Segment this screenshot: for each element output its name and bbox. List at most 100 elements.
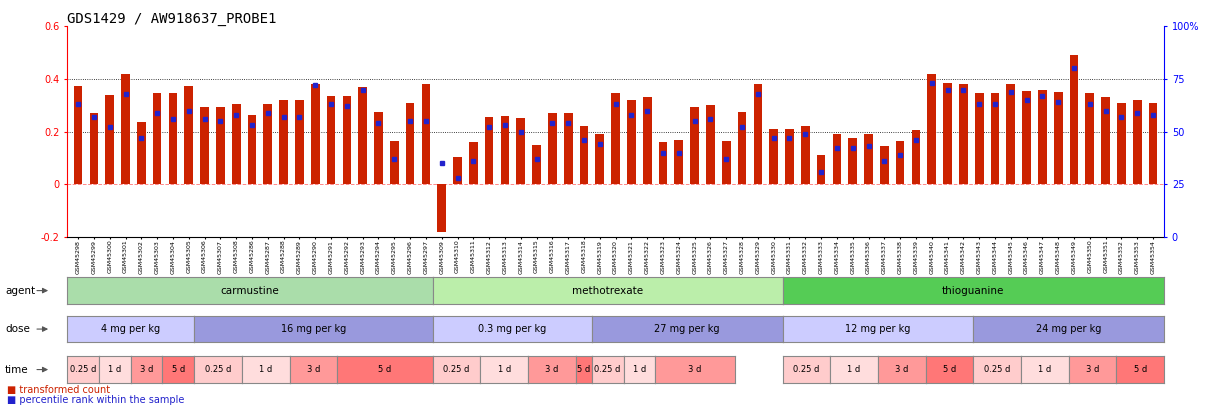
Text: 0.3 mg per kg: 0.3 mg per kg xyxy=(478,324,546,334)
Bar xyxy=(564,113,573,184)
Text: 3 d: 3 d xyxy=(140,365,154,374)
Bar xyxy=(801,126,809,184)
Bar xyxy=(390,141,399,184)
Text: 3 d: 3 d xyxy=(1086,365,1100,374)
Bar xyxy=(469,142,478,184)
Text: 27 mg per kg: 27 mg per kg xyxy=(655,324,720,334)
Bar xyxy=(1070,55,1079,184)
Text: 3 d: 3 d xyxy=(307,365,321,374)
Bar xyxy=(327,96,335,184)
Bar xyxy=(817,155,825,184)
Bar xyxy=(880,146,889,184)
Bar xyxy=(232,104,240,184)
Bar xyxy=(658,142,667,184)
Bar xyxy=(152,94,161,184)
Bar xyxy=(595,134,605,184)
Bar xyxy=(549,113,557,184)
Bar xyxy=(912,130,920,184)
Bar xyxy=(438,184,446,232)
Bar xyxy=(216,107,224,184)
Bar xyxy=(279,100,288,184)
Bar xyxy=(1039,90,1047,184)
Text: 16 mg per kg: 16 mg per kg xyxy=(280,324,346,334)
Bar xyxy=(785,129,794,184)
Text: 3 d: 3 d xyxy=(689,365,702,374)
Bar xyxy=(1117,103,1126,184)
Bar xyxy=(975,94,984,184)
Bar xyxy=(311,84,319,184)
Bar xyxy=(374,112,383,184)
Text: 3 d: 3 d xyxy=(895,365,908,374)
Bar xyxy=(137,122,146,184)
Bar xyxy=(848,138,857,184)
Text: 5 d: 5 d xyxy=(577,365,590,374)
Text: methotrexate: methotrexate xyxy=(572,286,644,296)
Bar xyxy=(533,145,541,184)
Bar xyxy=(737,112,746,184)
Bar xyxy=(722,141,730,184)
Text: 0.25 d: 0.25 d xyxy=(444,365,469,374)
Text: 5 d: 5 d xyxy=(942,365,956,374)
Text: 5 d: 5 d xyxy=(378,365,391,374)
Bar xyxy=(611,94,620,184)
Bar xyxy=(833,134,841,184)
Text: 5 d: 5 d xyxy=(1134,365,1147,374)
Bar xyxy=(690,107,698,184)
Text: 0.25 d: 0.25 d xyxy=(984,365,1011,374)
Text: 4 mg per kg: 4 mg per kg xyxy=(101,324,160,334)
Bar xyxy=(343,96,351,184)
Bar xyxy=(896,141,904,184)
Text: 0.25 d: 0.25 d xyxy=(69,365,96,374)
Text: 0.25 d: 0.25 d xyxy=(205,365,232,374)
Bar xyxy=(864,134,873,184)
Bar xyxy=(184,85,193,184)
Bar xyxy=(485,117,494,184)
Text: 1 d: 1 d xyxy=(260,365,272,374)
Text: dose: dose xyxy=(5,324,29,334)
Bar xyxy=(105,95,115,184)
Bar xyxy=(706,105,714,184)
Bar xyxy=(406,103,414,184)
Bar xyxy=(769,129,778,184)
Bar xyxy=(579,126,589,184)
Bar xyxy=(753,84,762,184)
Text: 3 d: 3 d xyxy=(545,365,558,374)
Bar xyxy=(453,157,462,184)
Bar xyxy=(263,104,272,184)
Bar xyxy=(959,84,968,184)
Text: 0.25 d: 0.25 d xyxy=(595,365,620,374)
Bar xyxy=(1023,91,1031,184)
Text: carmustine: carmustine xyxy=(221,286,279,296)
Bar xyxy=(642,98,652,184)
Bar xyxy=(1007,84,1015,184)
Text: 1 d: 1 d xyxy=(497,365,511,374)
Bar xyxy=(928,74,936,184)
Bar xyxy=(627,100,636,184)
Text: thioguanine: thioguanine xyxy=(942,286,1004,296)
Text: 1 d: 1 d xyxy=(108,365,122,374)
Bar xyxy=(501,116,510,184)
Text: time: time xyxy=(5,364,28,375)
Bar xyxy=(1132,100,1142,184)
Bar xyxy=(89,113,99,184)
Bar xyxy=(422,84,430,184)
Text: 1 d: 1 d xyxy=(1039,365,1052,374)
Bar xyxy=(74,85,83,184)
Text: 0.25 d: 0.25 d xyxy=(794,365,819,374)
Text: 1 d: 1 d xyxy=(633,365,646,374)
Bar xyxy=(168,94,177,184)
Bar xyxy=(200,107,208,184)
Bar xyxy=(121,74,130,184)
Bar xyxy=(1148,103,1157,184)
Bar xyxy=(517,118,525,184)
Bar xyxy=(1054,92,1063,184)
Text: ■ percentile rank within the sample: ■ percentile rank within the sample xyxy=(7,395,184,405)
Text: GDS1429 / AW918637_PROBE1: GDS1429 / AW918637_PROBE1 xyxy=(67,12,277,26)
Bar xyxy=(295,100,304,184)
Text: 5 d: 5 d xyxy=(172,365,185,374)
Text: agent: agent xyxy=(5,286,35,296)
Bar xyxy=(991,94,1000,184)
Text: 12 mg per kg: 12 mg per kg xyxy=(845,324,911,334)
Text: 1 d: 1 d xyxy=(847,365,861,374)
Bar xyxy=(1101,98,1111,184)
